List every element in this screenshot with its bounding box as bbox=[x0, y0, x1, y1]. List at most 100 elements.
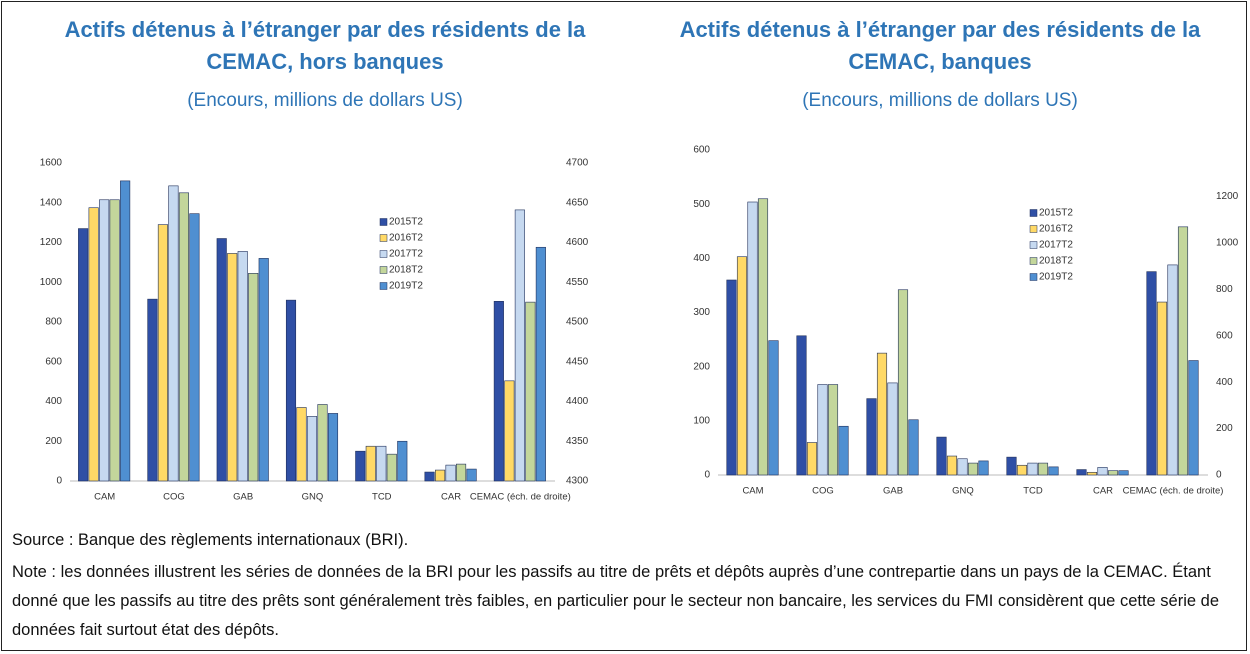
bar bbox=[806, 442, 818, 476]
legend-label: 2018T2 bbox=[1039, 256, 1073, 267]
x-tick-label: GAB bbox=[233, 492, 253, 503]
bar bbox=[1177, 226, 1189, 476]
bar bbox=[109, 199, 120, 482]
bar bbox=[99, 199, 110, 482]
bar bbox=[327, 413, 339, 482]
x-tick-label: CAR bbox=[1093, 486, 1113, 497]
y-tick-label: 1600 bbox=[40, 158, 63, 169]
bar bbox=[726, 279, 737, 476]
bar bbox=[435, 469, 446, 482]
y-tick-label: 500 bbox=[693, 199, 710, 210]
legend-label: 2016T2 bbox=[1039, 224, 1073, 235]
bar bbox=[967, 462, 979, 476]
legend-swatch bbox=[1029, 225, 1038, 233]
bar bbox=[1048, 466, 1059, 476]
bar bbox=[424, 471, 435, 482]
legend-swatch bbox=[1029, 209, 1038, 217]
y-tick-label: 300 bbox=[693, 307, 710, 318]
y-tick-label: 1000 bbox=[40, 277, 63, 288]
bar bbox=[120, 180, 131, 482]
legend-swatch bbox=[379, 266, 388, 274]
y-tick-label: 600 bbox=[693, 145, 710, 156]
bar bbox=[189, 213, 200, 482]
bar bbox=[768, 340, 779, 476]
legend-label: 2015T2 bbox=[1039, 208, 1073, 219]
bar bbox=[866, 398, 877, 476]
bar bbox=[317, 404, 328, 482]
bar bbox=[216, 238, 227, 482]
bar bbox=[736, 256, 748, 476]
bar bbox=[365, 445, 376, 482]
bar bbox=[1016, 464, 1028, 476]
bar bbox=[258, 258, 269, 482]
x-tick-label: CAM bbox=[94, 492, 115, 503]
y-tick-label: 0 bbox=[704, 470, 710, 481]
bar bbox=[525, 301, 536, 482]
legend-swatch bbox=[1029, 273, 1038, 281]
bar bbox=[1188, 360, 1199, 476]
chart-title: Actifs détenus à l’étranger par des rési… bbox=[679, 17, 1201, 74]
x-tick-label: CAM bbox=[742, 486, 763, 497]
bar bbox=[1118, 470, 1129, 476]
y-tick-label: 600 bbox=[45, 356, 62, 367]
chart-subtitle: (Encours, millions de dollars US) bbox=[802, 90, 1078, 111]
x-tick-label: CAR bbox=[441, 492, 461, 503]
bar bbox=[237, 251, 248, 482]
bar bbox=[386, 453, 397, 482]
x-tick-label: GNQ bbox=[952, 486, 974, 497]
legend-swatch bbox=[1029, 241, 1038, 249]
legend-swatch bbox=[379, 234, 388, 242]
y-tick-label: 400 bbox=[45, 396, 62, 407]
y2-tick-label: 4500 bbox=[566, 317, 589, 328]
y2-tick-label: 4350 bbox=[566, 436, 589, 447]
y2-tick-label: 400 bbox=[1216, 377, 1233, 388]
chart-title: Actifs détenus à l’étranger par des rési… bbox=[64, 17, 586, 74]
legend-label: 2018T2 bbox=[389, 265, 423, 276]
legend-label: 2019T2 bbox=[1039, 272, 1073, 283]
bar bbox=[796, 335, 807, 476]
y2-tick-label: 0 bbox=[1216, 470, 1222, 481]
bar bbox=[445, 464, 456, 482]
bar bbox=[887, 382, 898, 476]
y2-tick-label: 4550 bbox=[566, 277, 589, 288]
bar bbox=[946, 455, 958, 476]
y-tick-label: 800 bbox=[45, 317, 62, 328]
legend-label: 2016T2 bbox=[389, 233, 423, 244]
legend-swatch bbox=[1029, 257, 1038, 265]
note: Note : les données illustrent les séries… bbox=[12, 563, 1219, 639]
x-tick-label: COG bbox=[163, 492, 185, 503]
y2-tick-label: 4600 bbox=[566, 237, 589, 248]
x-tick-label: CEMAC (éch. de droite) bbox=[470, 492, 571, 503]
bar bbox=[1107, 470, 1119, 476]
y2-tick-label: 4400 bbox=[566, 396, 589, 407]
y2-tick-label: 4300 bbox=[566, 476, 589, 487]
bar bbox=[535, 246, 546, 482]
bar bbox=[897, 289, 909, 476]
y2-tick-label: 4700 bbox=[566, 158, 589, 169]
bar bbox=[514, 209, 525, 482]
bar bbox=[1146, 271, 1157, 476]
legend-label: 2015T2 bbox=[389, 217, 423, 228]
bar bbox=[248, 273, 259, 482]
bar bbox=[1097, 467, 1108, 476]
bar bbox=[88, 207, 99, 482]
chart-subtitle: (Encours, millions de dollars US) bbox=[187, 90, 463, 111]
bar bbox=[456, 463, 467, 482]
legend-label: 2017T2 bbox=[389, 249, 423, 260]
y2-tick-label: 200 bbox=[1216, 423, 1233, 434]
source: Source : Banque des règlements internati… bbox=[12, 531, 409, 549]
bar bbox=[493, 301, 504, 482]
y2-tick-label: 4650 bbox=[566, 197, 589, 208]
bar bbox=[296, 407, 307, 482]
bar bbox=[1167, 264, 1178, 476]
bar bbox=[817, 384, 828, 476]
bar bbox=[504, 380, 515, 482]
bar bbox=[397, 440, 408, 482]
bar bbox=[1076, 469, 1087, 476]
bar bbox=[957, 458, 968, 476]
bar bbox=[227, 253, 238, 482]
y-tick-label: 200 bbox=[693, 361, 710, 372]
